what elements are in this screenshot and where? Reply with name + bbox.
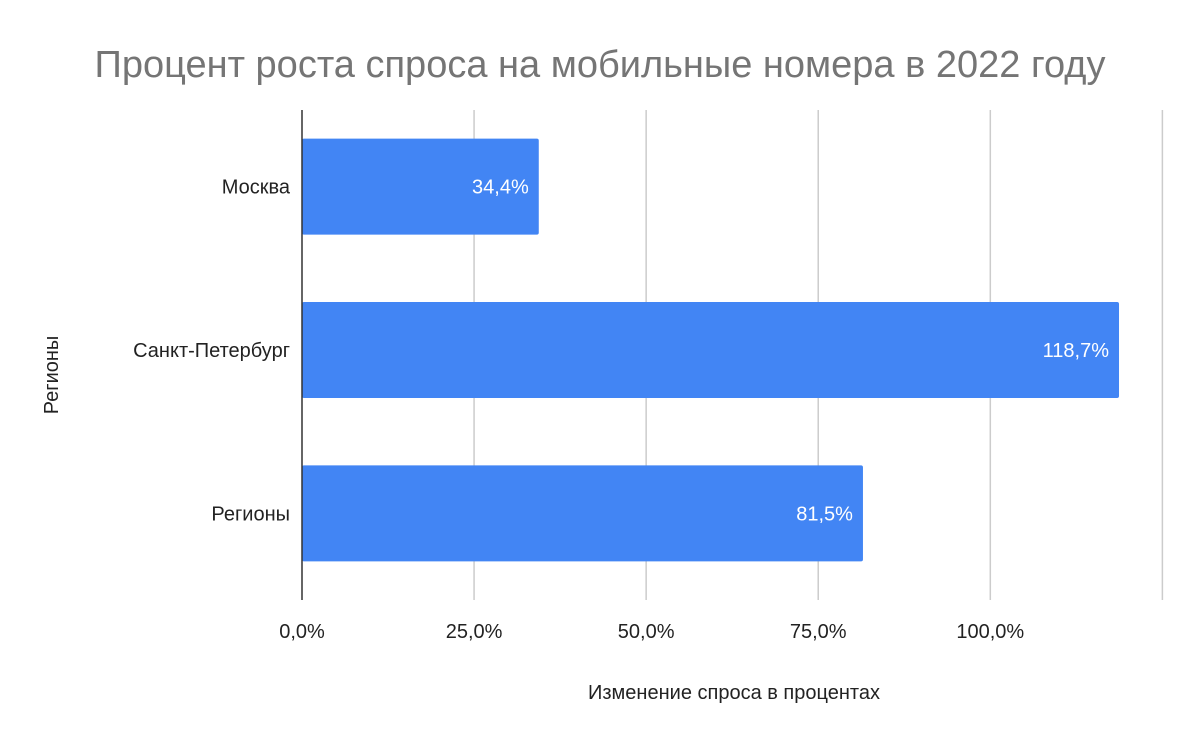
y-tick-label-2: Регионы (211, 503, 290, 525)
chart-title: Процент роста спроса на мобильные номера… (95, 44, 1106, 86)
x-tick-label-1: 25,0% (446, 621, 503, 643)
y-tick-label-0: Москва (222, 177, 291, 199)
x-axis-title: Изменение спроса в процентах (588, 682, 880, 704)
bar-value-label-0: 34,4% (472, 177, 529, 199)
bar-value-label-2: 81,5% (796, 503, 853, 525)
bar-2 (302, 465, 863, 562)
x-axis-ticks: 0,0% 25,0% 50,0% 75,0% 100,0% (279, 621, 1024, 643)
bars: 34,4% 118,7% 81,5% (302, 138, 1120, 562)
bar-value-label-1: 118,7% (1043, 340, 1110, 362)
y-axis-title: Регионы (41, 336, 63, 415)
x-tick-label-0: 0,0% (279, 621, 325, 643)
y-tick-label-1: Санкт-Петербург (133, 340, 290, 362)
bar-0 (302, 138, 539, 235)
x-tick-label-2: 50,0% (618, 621, 675, 643)
y-axis-ticks: Москва Санкт-Петербург Регионы (133, 177, 291, 526)
bar-1 (302, 302, 1120, 398)
x-tick-label-4: 100,0% (956, 621, 1024, 643)
x-tick-label-3: 75,0% (790, 621, 847, 643)
